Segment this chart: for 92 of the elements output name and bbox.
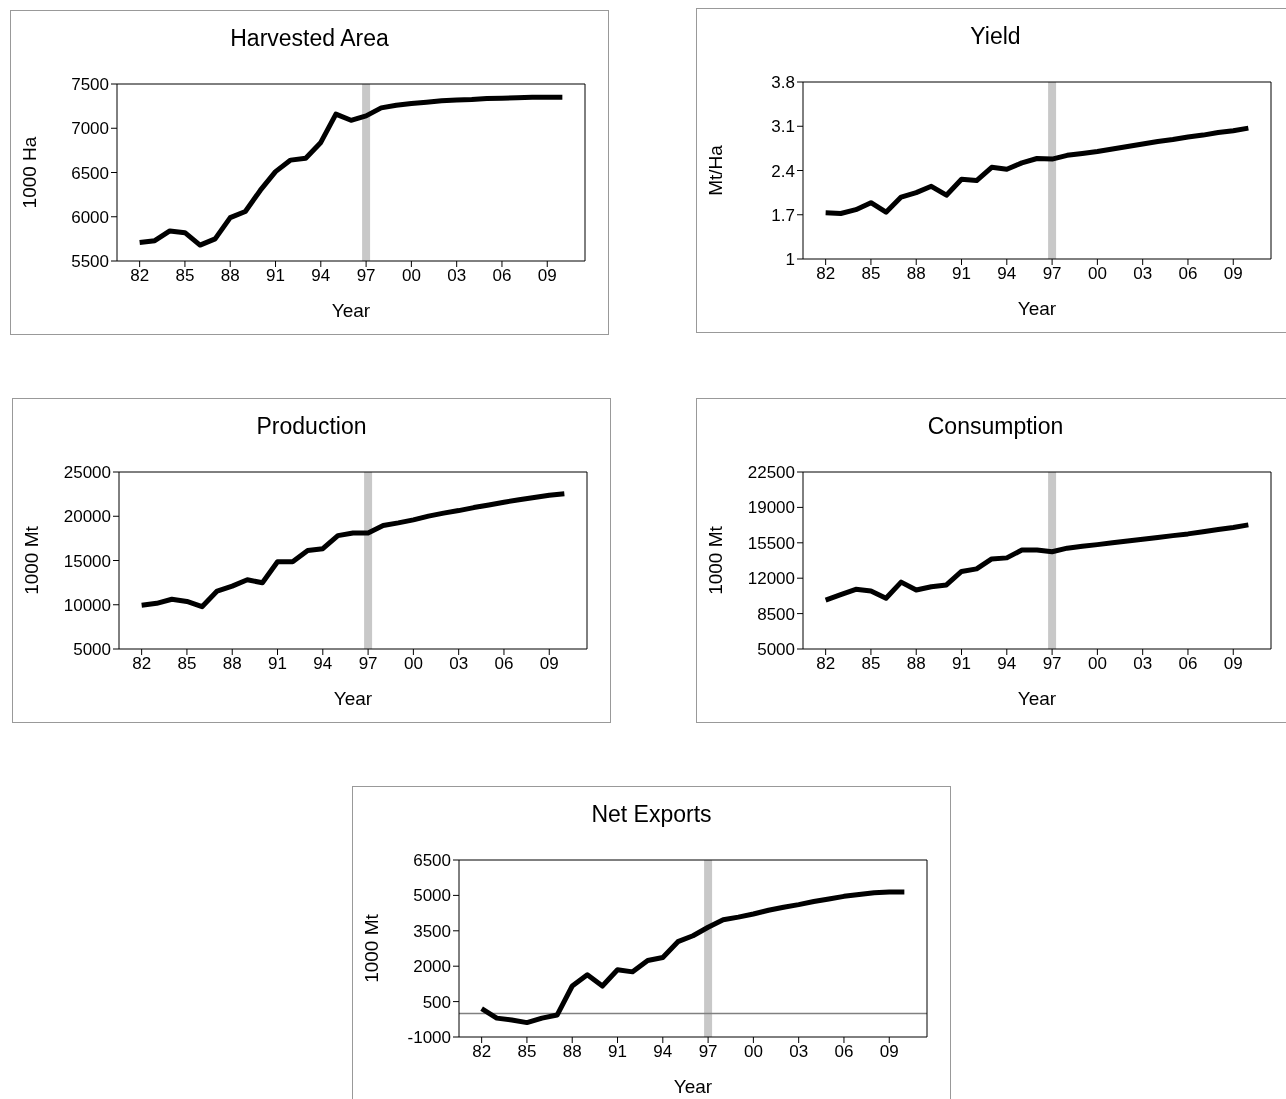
y-tick-label: 20000 — [63, 507, 111, 527]
y-tick-label: 5000 — [757, 640, 795, 660]
x-tick-label: 85 — [175, 266, 195, 286]
x-tick-label: 03 — [789, 1042, 809, 1062]
y-tick-label: 2000 — [413, 957, 451, 977]
x-axis-title: Year — [333, 688, 373, 709]
y-tick-label: 7000 — [71, 119, 109, 139]
x-tick-label: 91 — [268, 654, 287, 674]
y-tick-label: 3500 — [413, 921, 451, 941]
x-tick-label: 09 — [1223, 264, 1243, 284]
y-tick-label: 12000 — [747, 569, 795, 589]
y-tick-label: 22500 — [747, 463, 795, 483]
chart-title: Net Exports — [590, 801, 713, 828]
x-tick-label: 88 — [906, 654, 926, 674]
y-tick-label: 10000 — [63, 595, 111, 615]
x-tick-label: 06 — [834, 1042, 854, 1062]
x-tick-label: 85 — [517, 1042, 537, 1062]
y-tick-label: 3.1 — [771, 117, 795, 137]
x-tick-label: 88 — [906, 264, 926, 284]
y-tick-label: 15500 — [747, 533, 795, 553]
x-tick-label: 97 — [1042, 264, 1062, 284]
x-tick-label: 03 — [447, 266, 467, 286]
y-tick-label: 1 — [785, 250, 795, 270]
x-tick-label: 09 — [537, 266, 557, 286]
x-tick-label: 06 — [492, 266, 512, 286]
x-tick-label: 09 — [879, 1042, 899, 1062]
chart-title: Yield — [969, 23, 1022, 50]
x-tick-label: 88 — [220, 266, 240, 286]
x-tick-label: 88 — [562, 1042, 582, 1062]
x-tick-label: 94 — [313, 654, 333, 674]
chart-title: Consumption — [926, 413, 1065, 440]
x-tick-label: 03 — [1133, 264, 1153, 284]
x-tick-label: 00 — [1087, 654, 1107, 674]
x-tick-label: 85 — [861, 264, 881, 284]
y-axis-title: 1000 Mt — [20, 525, 42, 595]
x-tick-label: 91 — [608, 1042, 627, 1062]
x-tick-label: 06 — [494, 654, 514, 674]
y-tick-label: 15000 — [63, 551, 111, 571]
y-tick-label: 7500 — [71, 75, 109, 95]
y-tick-label: 2.4 — [771, 161, 795, 181]
x-axis-title: Year — [1017, 688, 1057, 709]
y-axis-title: 1000 Mt — [704, 525, 726, 595]
x-tick-label: 09 — [1223, 654, 1243, 674]
x-tick-label: 97 — [356, 266, 376, 286]
y-tick-label: 5000 — [73, 640, 111, 660]
y-axis-title: 1000 Mt — [360, 913, 382, 983]
y-tick-label: 1.7 — [771, 205, 795, 225]
x-tick-label: 94 — [997, 264, 1017, 284]
x-tick-label: 06 — [1178, 654, 1198, 674]
x-tick-label: 09 — [539, 654, 559, 674]
x-tick-label: 03 — [449, 654, 469, 674]
y-tick-label: 25000 — [63, 463, 111, 483]
x-tick-label: 82 — [816, 654, 836, 674]
x-tick-label: 91 — [952, 264, 971, 284]
chart-title: Harvested Area — [229, 25, 390, 52]
y-tick-label: -1000 — [407, 1028, 451, 1048]
x-tick-label: 82 — [816, 264, 836, 284]
x-tick-label: 85 — [177, 654, 197, 674]
y-tick-label: 6500 — [71, 163, 109, 183]
x-tick-label: 97 — [698, 1042, 718, 1062]
x-tick-label: 00 — [743, 1042, 763, 1062]
x-tick-label: 97 — [1042, 654, 1062, 674]
x-tick-label: 82 — [132, 654, 152, 674]
x-tick-label: 00 — [401, 266, 421, 286]
x-axis-title: Year — [673, 1076, 713, 1097]
y-tick-label: 8500 — [757, 604, 795, 624]
y-tick-label: 5000 — [413, 886, 451, 906]
x-tick-label: 91 — [266, 266, 285, 286]
x-axis-title: Year — [331, 300, 371, 321]
chart-title: Production — [255, 413, 368, 440]
y-tick-label: 6500 — [413, 851, 451, 871]
x-tick-label: 94 — [311, 266, 331, 286]
x-tick-label: 94 — [653, 1042, 673, 1062]
x-tick-label: 00 — [403, 654, 423, 674]
x-tick-label: 82 — [130, 266, 150, 286]
x-tick-label: 06 — [1178, 264, 1198, 284]
x-axis-title: Year — [1017, 298, 1057, 319]
y-tick-label: 6000 — [71, 207, 109, 227]
x-tick-label: 91 — [952, 654, 971, 674]
y-axis-title: Mt/Ha — [704, 144, 726, 196]
y-tick-label: 19000 — [747, 498, 795, 518]
x-tick-label: 85 — [861, 654, 881, 674]
x-tick-label: 97 — [358, 654, 378, 674]
y-tick-label: 5500 — [71, 252, 109, 272]
x-tick-label: 00 — [1087, 264, 1107, 284]
x-tick-label: 94 — [997, 654, 1017, 674]
x-tick-label: 03 — [1133, 654, 1153, 674]
x-tick-label: 82 — [472, 1042, 492, 1062]
y-tick-label: 500 — [422, 992, 451, 1012]
y-axis-title: 1000 Ha — [18, 136, 40, 209]
x-tick-label: 88 — [222, 654, 242, 674]
y-tick-label: 3.8 — [771, 73, 795, 93]
